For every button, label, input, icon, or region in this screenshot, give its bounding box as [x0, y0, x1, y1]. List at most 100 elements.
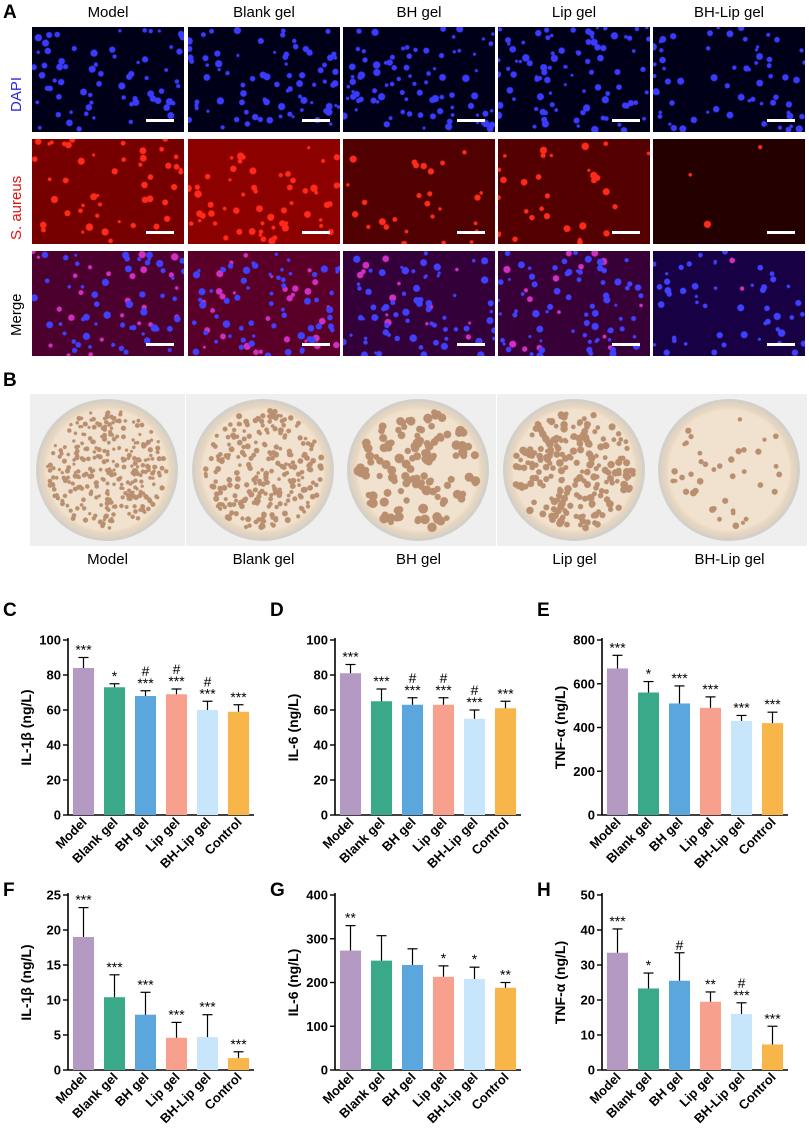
bar — [699, 707, 722, 815]
significance-label: *** — [764, 696, 781, 712]
y-tick-label: 100 — [39, 633, 61, 648]
bar — [494, 987, 517, 1070]
micrograph-tile — [498, 139, 650, 244]
bar — [668, 703, 691, 815]
bar — [463, 979, 486, 1070]
bar — [606, 952, 629, 1070]
col-title-lip-gel: Lip gel — [551, 4, 597, 21]
y-tick-label: 100 — [306, 1019, 328, 1034]
micrograph-tile — [653, 251, 805, 356]
significance-label: *** — [106, 959, 123, 975]
y-tick-label: 30 — [581, 958, 595, 973]
y-tick-label: 10 — [581, 1028, 595, 1043]
col-title-model: Model — [87, 4, 129, 21]
agar-plate — [347, 399, 489, 541]
significance-label: *** — [230, 1036, 247, 1052]
significance-label: * — [646, 957, 652, 973]
scale-bar — [457, 343, 485, 346]
significance-label: * — [441, 950, 447, 966]
significance-label: # — [676, 937, 684, 953]
agar-plate-photo — [652, 394, 807, 546]
y-tick-label: 60 — [314, 703, 328, 718]
micrograph-tile — [653, 27, 805, 132]
significance-label: *** — [230, 689, 247, 705]
panel-letter-e: E — [537, 600, 550, 621]
micrograph-tile — [343, 251, 495, 356]
significance-label: *** — [497, 685, 514, 701]
significance-label: *** — [404, 682, 421, 698]
micrograph-tile — [32, 251, 184, 356]
bar — [432, 704, 455, 815]
bar — [699, 1001, 722, 1070]
y-tick-label: 0 — [588, 808, 595, 823]
scale-bar — [146, 119, 174, 122]
bar — [196, 1037, 219, 1070]
agar-plate — [36, 399, 178, 541]
y-tick-label: 800 — [573, 633, 595, 648]
significance-label: # — [738, 975, 746, 991]
y-axis-label: IL-6 (ng/L) — [285, 694, 301, 762]
agar-plate-photo — [497, 394, 652, 546]
significance-label: *** — [702, 681, 719, 697]
bar — [761, 723, 784, 815]
significance-label: *** — [435, 682, 452, 698]
significance-label: *** — [764, 1010, 781, 1026]
bar — [668, 980, 691, 1070]
bar — [494, 708, 517, 815]
bar — [401, 965, 424, 1070]
y-tick-label: 100 — [306, 633, 328, 648]
y-tick-label: 0 — [321, 1063, 328, 1078]
significance-label: * — [112, 668, 118, 684]
significance-label: # — [173, 661, 181, 677]
bar — [227, 711, 250, 815]
row-label-merge: Merge — [8, 293, 25, 336]
scale-bar — [767, 343, 795, 346]
significance-label: * — [472, 951, 478, 967]
significance-label: *** — [609, 639, 626, 655]
bar — [339, 673, 362, 815]
micrograph-tile — [653, 139, 805, 244]
panel-letter-a: A — [3, 2, 17, 23]
micrograph-tile — [32, 27, 184, 132]
significance-label: ** — [500, 967, 511, 983]
y-tick-label: 400 — [306, 888, 328, 903]
bar — [165, 1037, 188, 1070]
agar-plate — [503, 399, 645, 541]
plate-label-model: Model — [87, 551, 128, 568]
panel-letter-d: D — [270, 600, 284, 621]
y-axis-label: TNF-α (ng/L) — [552, 941, 568, 1024]
scale-bar — [767, 119, 795, 122]
bar — [432, 976, 455, 1070]
bar — [370, 960, 393, 1070]
agar-plate-photo — [30, 394, 185, 546]
significance-label: *** — [75, 892, 92, 908]
significance-label: * — [646, 666, 652, 682]
significance-label: *** — [733, 987, 750, 1003]
y-tick-label: 60 — [47, 703, 61, 718]
significance-label: *** — [466, 694, 483, 710]
significance-label: *** — [733, 699, 750, 715]
col-title-blank-gel: Blank gel — [233, 4, 295, 21]
bar — [72, 937, 95, 1070]
significance-label: # — [409, 670, 417, 686]
scale-bar — [302, 343, 330, 346]
significance-label: ** — [705, 976, 716, 992]
y-tick-label: 20 — [581, 993, 595, 1008]
micrograph-tile — [188, 139, 340, 244]
bar — [134, 1014, 157, 1070]
micrograph-tile — [343, 139, 495, 244]
y-tick-label: 200 — [573, 764, 595, 779]
significance-label: *** — [75, 642, 92, 658]
y-tick-label: 600 — [573, 676, 595, 691]
agar-plate — [658, 399, 800, 541]
bar — [637, 988, 660, 1070]
y-tick-label: 80 — [47, 668, 61, 683]
y-axis-label: IL-1β (ng/L) — [18, 944, 34, 1020]
panel-letter-b: B — [3, 370, 17, 391]
bar — [463, 718, 486, 815]
scale-bar — [457, 231, 485, 234]
